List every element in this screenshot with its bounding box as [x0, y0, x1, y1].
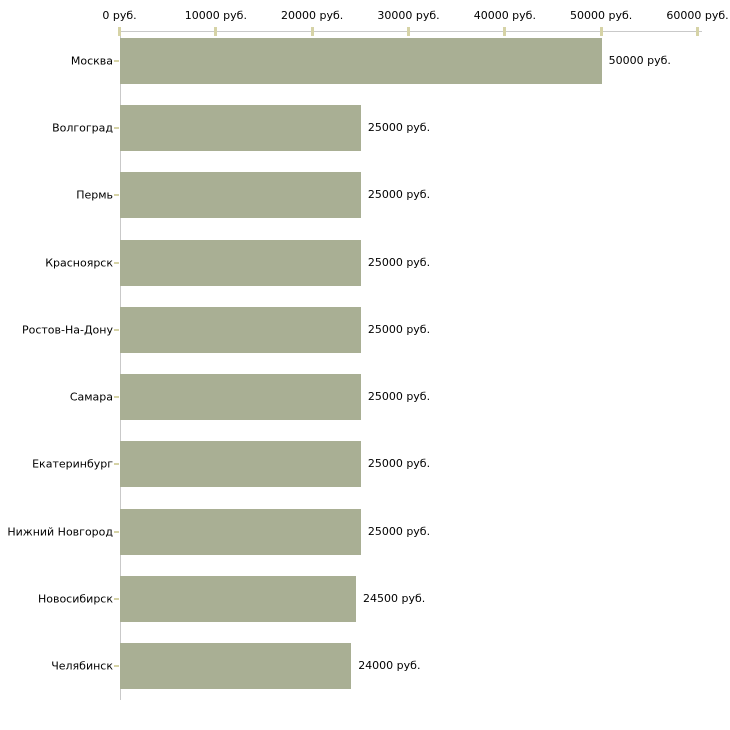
x-axis-tick-label: 60000 руб.: [666, 9, 729, 22]
y-axis-tick: [114, 194, 119, 197]
bar-value-label: 25000 руб.: [367, 322, 431, 336]
x-axis-tick-label: 0 руб.: [102, 9, 137, 22]
category-label: Красноярск: [45, 256, 113, 270]
x-axis-tick: [696, 27, 699, 36]
y-axis-tick: [114, 665, 119, 668]
x-axis-tick-label: 40000 руб.: [473, 9, 536, 22]
x-axis-tick: [599, 27, 603, 36]
category-label: Нижний Новгород: [7, 525, 113, 539]
category-label: Новосибирск: [37, 592, 113, 606]
bar-value-label: 25000 руб.: [367, 121, 431, 135]
chart-bar: [120, 643, 352, 690]
x-axis-tick: [310, 27, 314, 36]
chart-bar: [120, 575, 357, 622]
chart-bar: [120, 239, 361, 286]
bar-value-label: 25000 руб.: [367, 524, 431, 538]
bar-value-label: 24000 руб.: [358, 659, 421, 673]
x-axis-tick-label: 10000 руб.: [184, 9, 247, 22]
category-label: Волгоград: [52, 121, 113, 135]
chart-bar: [120, 441, 361, 488]
x-axis-tick-label: 30000 руб.: [377, 9, 440, 22]
x-axis-tick: [503, 27, 507, 36]
bar-value-label: 24500 руб.: [363, 591, 426, 605]
chart-bar: [120, 306, 361, 353]
x-axis-line: [119, 31, 702, 32]
chart-bar: [120, 37, 602, 84]
chart-bar: [120, 172, 361, 219]
category-label: Москва: [70, 54, 113, 68]
category-label: Екатеринбург: [32, 457, 113, 471]
y-axis-tick: [114, 597, 119, 600]
category-label: Пермь: [76, 188, 113, 202]
y-axis-line: [119, 31, 121, 700]
x-axis-tick: [407, 27, 410, 36]
x-axis-tick-label: 20000 руб.: [281, 9, 344, 22]
x-axis-tick: [118, 27, 121, 36]
chart-bar: [120, 374, 361, 421]
bar-value-label: 25000 руб.: [367, 188, 431, 202]
bar-value-label: 25000 руб.: [367, 390, 431, 404]
y-axis-tick: [114, 59, 119, 62]
y-axis-tick: [114, 463, 119, 466]
bar-value-label: 25000 руб.: [367, 457, 431, 471]
y-axis-tick: [114, 127, 119, 130]
y-axis-tick: [114, 328, 119, 331]
category-label: Челябинск: [51, 659, 113, 673]
chart-bar: [120, 105, 361, 152]
x-axis-tick-label: 50000 руб.: [570, 9, 633, 22]
category-label: Самара: [69, 390, 113, 404]
bar-value-label: 25000 руб.: [367, 255, 431, 269]
x-axis-tick: [214, 27, 218, 36]
y-axis-tick: [114, 530, 119, 533]
bar-value-label: 50000 руб.: [608, 53, 671, 67]
y-axis-tick: [114, 396, 119, 399]
chart-bar: [120, 508, 361, 555]
y-axis-tick: [114, 261, 119, 264]
category-label: Ростов-На-Дону: [21, 323, 113, 337]
